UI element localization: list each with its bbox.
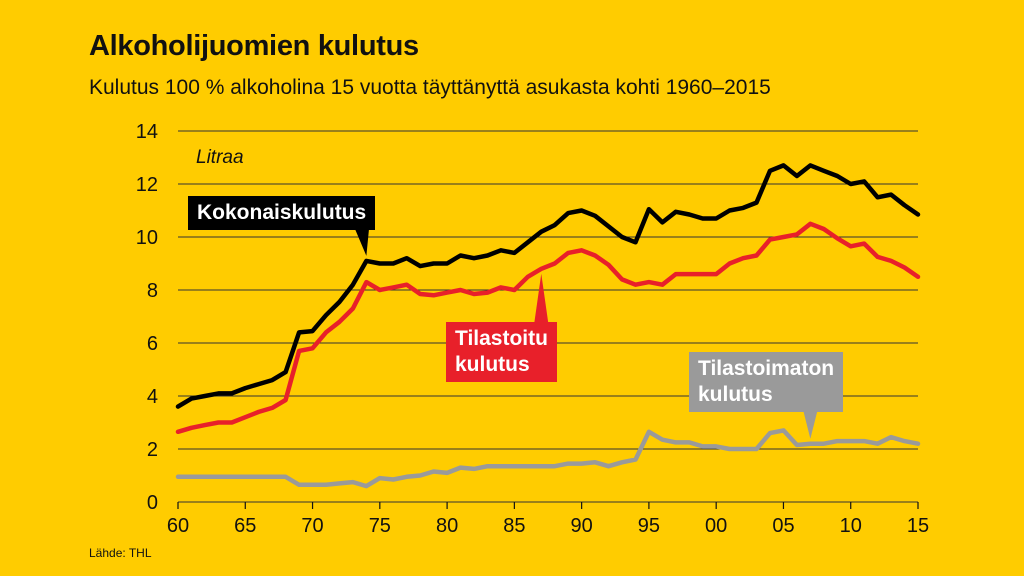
chart-subtitle: Kulutus 100 % alkoholina 15 vuotta täytt… (89, 76, 771, 99)
series-line-0 (175, 163, 921, 409)
legend-label-unrecorded: Tilastoimaton kulutus (689, 352, 844, 412)
label-pointer-0 (355, 229, 369, 256)
x-tick-label: 95 (638, 515, 660, 537)
legend-label-unrecorded-line1: Tilastoimaton (698, 357, 835, 380)
y-tick-label: 2 (147, 439, 158, 461)
y-tick-label: 10 (136, 227, 158, 249)
legend-label-total: Kokonaiskulutus (188, 196, 376, 230)
legend-label-recorded-line2: kulutus (455, 353, 530, 376)
y-tick-label: 4 (147, 386, 158, 408)
label-pointer-1 (534, 273, 549, 323)
legend-label-recorded: Tilastoitu kulutus (446, 322, 557, 382)
x-tick-label: 60 (167, 515, 189, 537)
x-tick-label: 65 (234, 515, 256, 537)
y-tick-label: 12 (136, 174, 158, 196)
x-tick-label: 85 (503, 515, 525, 537)
legend-label-total-line1: Kokonaiskulutus (197, 201, 367, 224)
legend-label-recorded-line1: Tilastoitu (455, 327, 548, 350)
source-note: Lähde: THL (89, 546, 152, 560)
x-tick-label: 05 (772, 515, 794, 537)
x-tick-label: 75 (369, 515, 391, 537)
chart-title: Alkoholijuomien kulutus (89, 30, 419, 62)
series-line-1 (175, 221, 921, 435)
legend-label-unrecorded-line2: kulutus (698, 383, 773, 406)
label-pointer-2 (803, 411, 818, 439)
y-tick-label: 14 (136, 121, 158, 143)
unit-label: Litraa (196, 147, 244, 168)
series-line-2 (175, 428, 921, 489)
x-tick-label: 15 (907, 515, 929, 537)
x-tick-label: 80 (436, 515, 458, 537)
y-tick-label: 0 (147, 492, 158, 514)
x-tick-label: 70 (301, 515, 323, 537)
x-tick-label: 10 (840, 515, 862, 537)
x-tick-label: 90 (571, 515, 593, 537)
y-tick-label: 8 (147, 280, 158, 302)
x-tick-label: 00 (705, 515, 727, 537)
y-tick-label: 6 (147, 333, 158, 355)
